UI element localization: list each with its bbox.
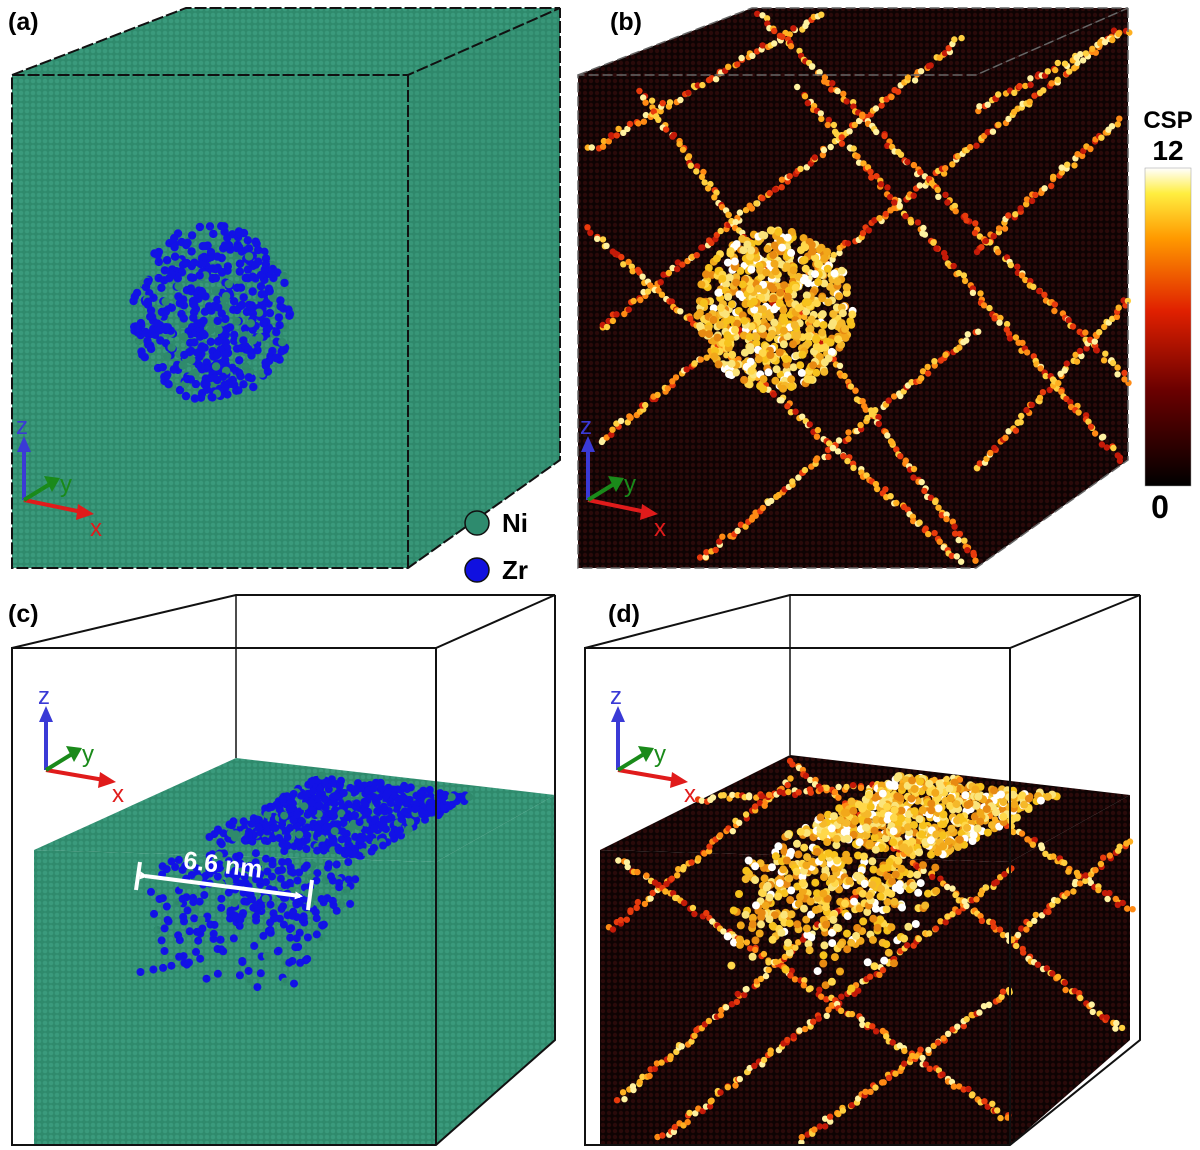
csp-colorbar: CSP 12 0 [1143, 107, 1192, 525]
axes-triad-d: z y x [610, 683, 696, 808]
panel-c-label: (c) [8, 600, 39, 628]
y-axis-label: y [654, 741, 666, 768]
colorbar-max-label: 12 [1152, 135, 1183, 166]
slab-d-side [1010, 795, 1130, 1145]
panel-d [584, 594, 1141, 1146]
z-axis-label: z [16, 413, 28, 440]
colorbar-title: CSP [1143, 107, 1192, 134]
slab-c-front [34, 850, 436, 1145]
measure-right-tick [306, 879, 314, 911]
z-axis-label: z [610, 683, 622, 710]
colorbar-gradient [1144, 167, 1192, 487]
measure-arrow [139, 871, 303, 900]
x-axis-label: x [654, 515, 666, 542]
x-axis-label: x [112, 781, 124, 808]
amorphous-region-b [693, 226, 857, 394]
grain-boundaries-b [584, 10, 1133, 565]
slab-c-side [436, 795, 555, 1145]
measure-left-tick [134, 861, 142, 891]
panel-a [11, 7, 561, 569]
cube-a-top [12, 8, 560, 75]
panel-b-label: (b) [610, 8, 642, 36]
panel-a-label: (a) [8, 8, 39, 36]
z-axis-label: z [38, 683, 50, 710]
axes-triad-a: z y x [16, 413, 102, 542]
panel-d-label: (d) [608, 600, 640, 628]
ni-legend-label: Ni [502, 508, 528, 538]
amorphous-region-d [723, 772, 1061, 993]
panel-c: 6.6 nm [11, 594, 556, 1146]
y-axis-label: y [624, 471, 636, 498]
colorbar-min-label: 0 [1151, 489, 1169, 525]
z-axis-label: z [580, 413, 592, 440]
zr-precipitate-a [129, 221, 295, 403]
zr-legend-label: Zr [502, 555, 528, 585]
x-axis-label: x [90, 515, 102, 542]
y-axis-label: y [60, 471, 72, 498]
cube-b-top [578, 8, 1128, 75]
species-legend: Ni Zr [464, 508, 528, 585]
box-d-edges [584, 594, 1141, 1146]
axes-triad-b: z y x [580, 413, 666, 542]
cube-a-edges [11, 7, 561, 569]
y-axis-label: y [82, 741, 94, 768]
ni-legend-marker [464, 510, 490, 536]
box-c-edges [11, 594, 556, 1146]
x-axis-label: x [684, 781, 696, 808]
axes-triad-c: z y x [38, 683, 124, 808]
zr-legend-marker [464, 557, 490, 583]
panel-b [577, 7, 1133, 569]
